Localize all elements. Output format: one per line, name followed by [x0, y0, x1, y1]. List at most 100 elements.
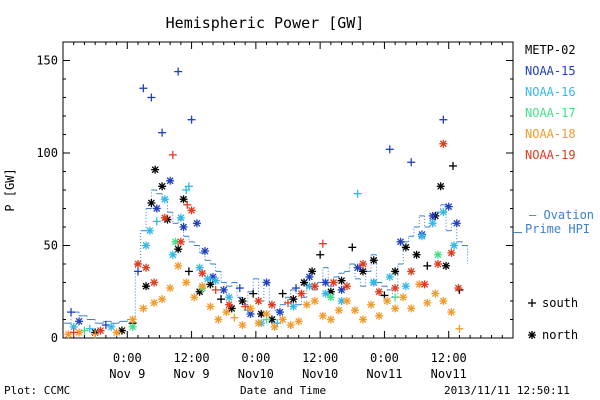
footer-left: Plot: CCMC [4, 384, 71, 397]
noaa-19-north-point [96, 326, 105, 335]
noaa-19-north-point [198, 269, 207, 278]
y-tick-label: 100 [36, 146, 58, 160]
y-axis-label: P [GW] [3, 168, 17, 211]
noaa-19-north-point [329, 278, 338, 287]
metp-02-north-point [442, 261, 451, 270]
metp-02-south-point [217, 295, 226, 304]
y-tick-label: 0 [51, 331, 58, 345]
x-tick-time-label: 0:00 [370, 351, 399, 365]
noaa-18-north-point [158, 295, 167, 304]
noaa-16-north-point [321, 289, 330, 298]
noaa-18-north-point [64, 330, 73, 339]
marker-legend-symbol [528, 331, 536, 339]
noaa-18-south-point [91, 330, 100, 339]
noaa-16-north-point [176, 213, 185, 222]
x-tick-time-label: 0:00 [241, 351, 270, 365]
legend-noaa-16: NOAA-16 [525, 85, 576, 99]
metp-02-north-point [289, 295, 298, 304]
noaa-15-north-point [75, 317, 84, 326]
noaa-15-north-point [166, 176, 175, 185]
noaa-15-north-point [219, 285, 228, 294]
noaa-18-north-point [391, 304, 400, 313]
noaa-19-north-point [176, 237, 185, 246]
noaa-16-north-point [428, 219, 437, 228]
noaa-18-north-point [286, 321, 295, 330]
noaa-15-north-point [262, 278, 271, 287]
noaa-16-south-point [353, 189, 362, 198]
noaa-16-north-point [417, 232, 426, 241]
noaa-17-north-point [326, 293, 335, 302]
y-tick-label: 50 [44, 239, 58, 253]
noaa-16-north-point [107, 322, 116, 331]
noaa-16-north-point [385, 272, 394, 281]
metp-02-north-point [142, 282, 151, 291]
metp-02-south-point [423, 261, 432, 270]
noaa-19-north-point [150, 278, 159, 287]
metp-02-south-point [278, 289, 287, 298]
x-tick-date-label: Nov 9 [109, 367, 145, 381]
noaa-18-north-point [222, 308, 231, 317]
metp-02-south-point [249, 289, 258, 298]
noaa-16-north-point [160, 195, 169, 204]
legend-noaa-19: NOAA-19 [525, 148, 576, 162]
noaa-19-south-point [284, 298, 292, 307]
metp-02-north-point [267, 315, 276, 324]
noaa-15-north-point [200, 247, 209, 256]
noaa-19-south-point [183, 200, 192, 209]
noaa-15-north-point [396, 237, 405, 246]
metp-02-north-point [300, 278, 309, 287]
noaa-19-north-point [225, 300, 234, 309]
noaa-15-north-point [337, 285, 346, 294]
noaa-19-south-point [241, 302, 250, 311]
noaa-18-north-point [206, 302, 215, 311]
noaa-18-north-point [294, 317, 303, 326]
noaa-15-north-point [321, 278, 330, 287]
noaa-18-north-point [214, 315, 223, 324]
noaa-15-north-point [305, 272, 314, 281]
noaa-15-south-point [139, 84, 148, 93]
noaa-18-north-point [383, 297, 392, 305]
metp-02-north-point [401, 243, 410, 252]
noaa-18-north-point [112, 328, 121, 337]
noaa-15-south-point [134, 267, 142, 276]
noaa-18-north-point [399, 293, 408, 302]
metp-02-north-point [238, 297, 247, 305]
noaa-18-north-point [166, 284, 175, 293]
y-tick-label: 150 [36, 54, 58, 68]
noaa-18-south-point [230, 313, 239, 322]
noaa-19-north-point [447, 248, 456, 257]
noaa-18-south-point [455, 324, 464, 333]
noaa-19-north-point [375, 287, 384, 296]
marker-legend-south: south [542, 296, 578, 310]
noaa-16-north-point [289, 302, 298, 311]
noaa-19-south-point [168, 150, 177, 159]
noaa-15-south-point [187, 115, 196, 124]
noaa-18-north-point [262, 309, 271, 318]
noaa-16-north-point [145, 226, 154, 235]
noaa-16-north-point [225, 293, 234, 302]
noaa-18-north-point [359, 315, 367, 324]
noaa-19-north-point [134, 260, 142, 268]
noaa-17-south-point [391, 293, 400, 302]
noaa-15-north-point [179, 223, 188, 231]
noaa-19-north-point [420, 280, 429, 289]
noaa-16-north-point [401, 282, 410, 291]
metp-02-south-point [348, 243, 357, 252]
legend-metp-02: METP-02 [525, 43, 576, 57]
noaa-19-south-point [69, 328, 78, 337]
noaa-16-north-point [369, 278, 378, 287]
noaa-19-north-point [310, 282, 319, 291]
metp-02-south-point [449, 161, 457, 170]
noaa-18-north-point [128, 315, 137, 324]
noaa-15-north-point [428, 211, 437, 220]
noaa-18-north-point [326, 315, 335, 324]
noaa-16-north-point [168, 250, 177, 259]
noaa-18-north-point [423, 298, 432, 307]
noaa-19-north-point [160, 213, 169, 222]
noaa-15-south-point [174, 67, 183, 76]
metp-02-north-point [158, 182, 167, 191]
noaa-19-north-point [391, 284, 400, 293]
noaa-17-north-point [434, 250, 442, 259]
noaa-19-north-point [254, 297, 263, 305]
